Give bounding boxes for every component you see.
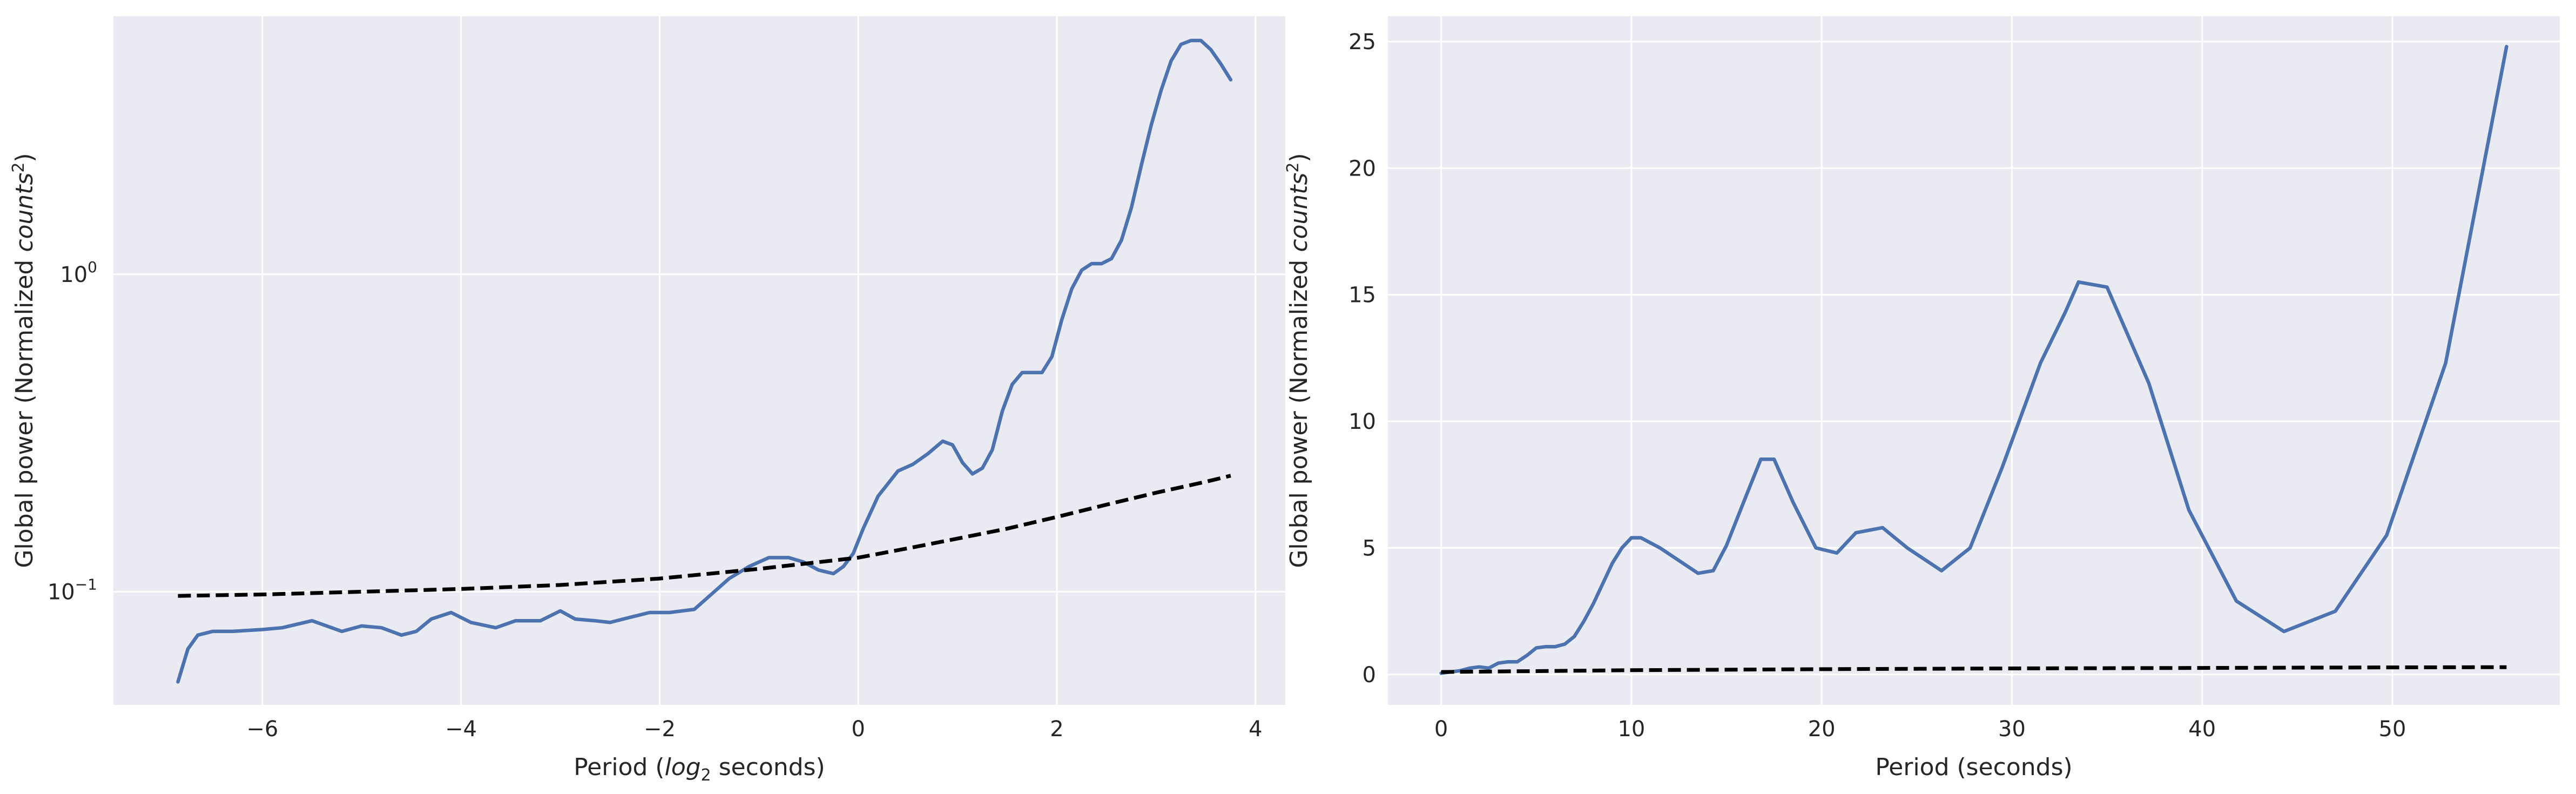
right-y-axis-label: Global power (Normalized counts2) xyxy=(1284,153,1313,568)
x-tick-label: −2 xyxy=(644,717,676,742)
significance-line xyxy=(1441,665,2507,674)
left-x-tick-labels: −6 −4 −2 0 2 4 xyxy=(246,717,1262,742)
x-tick-label: 4 xyxy=(1249,717,1262,742)
x-tick-label: 2 xyxy=(1050,717,1063,742)
x-tick-label: 30 xyxy=(1998,717,2026,742)
left-gridlines xyxy=(113,16,1285,705)
left-series-group xyxy=(176,38,1233,684)
left-x-axis-label: Period (log2 seconds) xyxy=(574,753,825,785)
y-tick-label: 10 xyxy=(1348,409,1376,434)
right-series-group xyxy=(1439,45,2508,675)
x-tick-label: −4 xyxy=(445,717,477,742)
left-y-axis-label: Global power (Normalized counts2) xyxy=(9,153,38,568)
x-tick-label: 20 xyxy=(1808,717,1836,742)
y-tick-label: 15 xyxy=(1348,283,1376,308)
y-tick-label: 0 xyxy=(1363,663,1376,688)
right-x-axis-label: Period (seconds) xyxy=(1875,753,2072,781)
x-tick-label: 10 xyxy=(1617,717,1645,742)
x-tick-label: 50 xyxy=(2379,717,2406,742)
right-y-tick-labels: 0 5 10 15 20 25 xyxy=(1348,30,1376,688)
left-plot-area xyxy=(113,16,1285,705)
right-x-tick-labels: 0 10 20 30 40 50 xyxy=(1434,717,2406,742)
right-plot-area xyxy=(1388,16,2560,705)
y-tick-label: 20 xyxy=(1348,156,1376,181)
left-y-tick-labels: 10−1 100 xyxy=(48,258,97,605)
y-tick-label: 100 xyxy=(60,258,97,287)
x-tick-label: 40 xyxy=(2188,717,2216,742)
global-power-line xyxy=(1439,45,2508,675)
right-gridlines xyxy=(1388,16,2560,705)
y-tick-label: 5 xyxy=(1363,536,1376,561)
y-tick-label: 25 xyxy=(1348,30,1376,55)
x-tick-label: 0 xyxy=(852,717,865,742)
x-tick-label: 0 xyxy=(1434,717,1448,742)
significance-line xyxy=(178,474,1231,598)
x-tick-label: −6 xyxy=(246,717,278,742)
y-tick-label: 10−1 xyxy=(48,575,97,604)
